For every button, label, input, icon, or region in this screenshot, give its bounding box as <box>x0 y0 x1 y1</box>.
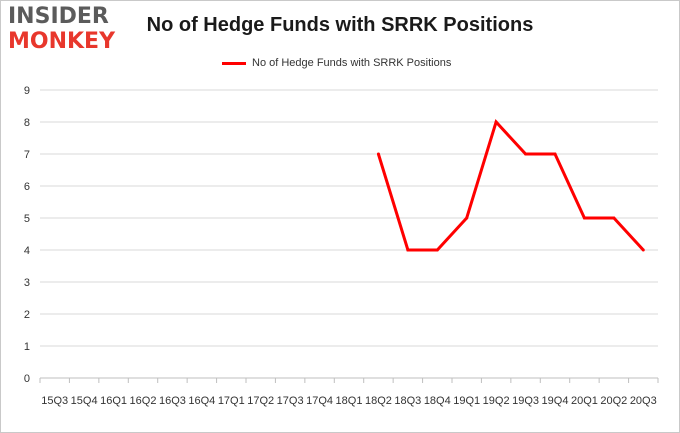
y-tick-label: 0 <box>24 373 30 385</box>
y-tick-label: 2 <box>24 309 30 321</box>
data-point <box>465 216 469 220</box>
x-tick-label: 17Q3 <box>277 395 304 407</box>
x-tick-label: 19Q2 <box>483 395 510 407</box>
data-point <box>406 248 410 252</box>
data-point <box>612 216 616 220</box>
legend-swatch <box>222 61 246 65</box>
x-tick-label: 16Q3 <box>159 395 186 407</box>
insider-monkey-logo: INSIDER MONKEY <box>8 6 128 54</box>
x-tick-label: 18Q3 <box>394 395 421 407</box>
y-tick-label: 7 <box>24 149 30 161</box>
data-point <box>641 248 645 252</box>
data-point <box>524 152 528 156</box>
x-tick-label: 16Q2 <box>130 395 157 407</box>
logo-line-insider: INSIDER <box>8 4 109 29</box>
series-line <box>376 119 645 252</box>
x-tick-label: 18Q1 <box>336 395 363 407</box>
logo-line-monkey: MONKEY <box>8 29 116 54</box>
x-tick-label: 16Q1 <box>100 395 127 407</box>
data-point <box>435 248 439 252</box>
chart-legend: No of Hedge Funds with SRRK Positions <box>222 55 451 71</box>
data-point <box>553 152 557 156</box>
x-tick-label: 15Q3 <box>41 395 68 407</box>
data-point <box>494 120 498 124</box>
x-tick-label: 17Q1 <box>218 395 245 407</box>
x-tick-label: 20Q1 <box>571 395 598 407</box>
y-tick-label: 3 <box>24 277 30 289</box>
x-tick-label: 18Q2 <box>365 395 392 407</box>
x-tick-label: 20Q2 <box>600 395 627 407</box>
x-tick-label: 17Q4 <box>306 395 333 407</box>
y-tick-label: 1 <box>24 341 30 353</box>
y-tick-label: 4 <box>24 245 30 257</box>
y-tick-label: 9 <box>24 85 30 97</box>
legend-label: No of Hedge Funds with SRRK Positions <box>252 57 452 69</box>
x-tick-label: 19Q3 <box>512 395 539 407</box>
x-tick-label: 20Q3 <box>630 395 657 407</box>
x-tick-label: 17Q2 <box>247 395 274 407</box>
data-point <box>582 216 586 220</box>
x-tick-label: 19Q1 <box>453 395 480 407</box>
data-point <box>376 152 380 156</box>
chart-title: No of Hedge Funds with SRRK Positions <box>146 14 534 36</box>
y-tick-label: 8 <box>24 117 30 129</box>
y-tick-label: 5 <box>24 213 30 225</box>
x-tick-label: 16Q4 <box>188 395 215 407</box>
y-tick-label: 6 <box>24 181 30 193</box>
x-tick-label: 18Q4 <box>424 395 451 407</box>
x-tick-label: 15Q4 <box>71 395 98 407</box>
x-tick-label: 19Q4 <box>542 395 569 407</box>
